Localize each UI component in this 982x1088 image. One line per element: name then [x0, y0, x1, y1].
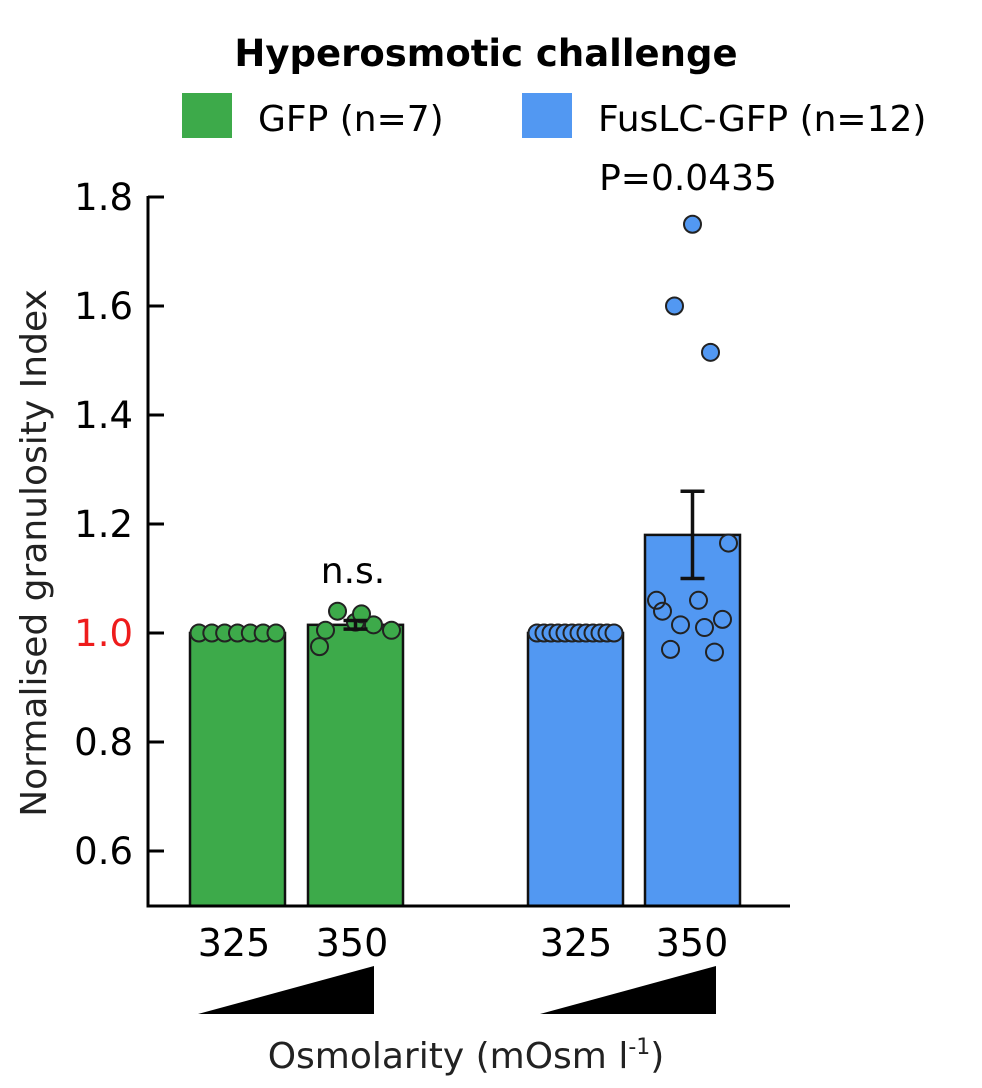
legend-swatch-gfp — [182, 93, 232, 138]
data-point — [266, 623, 286, 643]
bar-gfp-325 — [188, 631, 287, 908]
data-point — [364, 615, 383, 635]
y-tick-label: 1.8 — [74, 176, 133, 219]
bar-fuslc-350 — [643, 533, 742, 908]
data-point — [316, 620, 335, 640]
bars — [188, 533, 742, 908]
bar-fuslc-325 — [526, 631, 625, 908]
data-point — [671, 615, 690, 635]
legend-label-fuslc-gfp: FusLC-GFP (n=12) — [598, 99, 926, 140]
osmolarity-ramp-gfp — [198, 966, 374, 1014]
data-point — [647, 590, 666, 610]
significance-label-fuslc-gfp: P=0.0435 — [599, 158, 777, 199]
x-axis-label: Osmolarity (mOsm l-1) — [268, 1035, 665, 1077]
category-label-fuslc-350: 350 — [656, 921, 729, 965]
data-points — [189, 214, 738, 662]
data-point — [665, 296, 684, 316]
data-point — [653, 601, 672, 621]
data-point — [695, 618, 714, 638]
data-point — [352, 604, 371, 624]
data-point — [310, 637, 329, 657]
y-tick-label: 1.0 — [74, 612, 133, 655]
y-tick-label: 0.6 — [74, 830, 133, 873]
y-tick-label: 0.8 — [74, 721, 133, 764]
data-point — [661, 639, 680, 659]
data-point — [719, 533, 738, 553]
error-bars — [343, 489, 705, 631]
data-point — [683, 214, 702, 234]
category-label-gfp-325: 325 — [198, 921, 271, 965]
osmolarity-ramp-fuslc — [540, 966, 716, 1014]
category-label-fuslc-325: 325 — [540, 921, 613, 965]
data-point — [604, 623, 624, 643]
x-axis-label-main: Osmolarity (mOsm l — [268, 1036, 629, 1077]
data-point — [701, 342, 720, 362]
significance-label-gfp: n.s. — [321, 551, 385, 592]
data-point — [713, 609, 732, 629]
y-axis-label: Normalised granulosity Index — [14, 289, 55, 817]
category-label-gfp-350: 350 — [316, 921, 389, 965]
data-point — [689, 590, 708, 610]
y-tick-label: 1.2 — [74, 503, 133, 546]
y-tick-label: 1.6 — [74, 285, 133, 328]
data-point — [328, 601, 347, 621]
x-axis-label-close: ) — [650, 1036, 664, 1077]
data-point — [705, 642, 724, 662]
y-axis-ticks: 0.6 0.8 1.0 1.2 1.4 1.6 1.8 — [74, 176, 164, 873]
y-tick-label: 1.4 — [74, 394, 133, 437]
legend-label-gfp: GFP (n=7) — [258, 99, 444, 140]
legend: GFP (n=7) FusLC-GFP (n=12) — [182, 93, 926, 140]
bar-gfp-350 — [306, 623, 405, 908]
chart-title: Hyperosmotic challenge — [234, 32, 737, 75]
x-axis-label-exponent: -1 — [628, 1035, 650, 1060]
data-point — [382, 620, 401, 640]
legend-swatch-fuslc-gfp — [522, 93, 572, 138]
